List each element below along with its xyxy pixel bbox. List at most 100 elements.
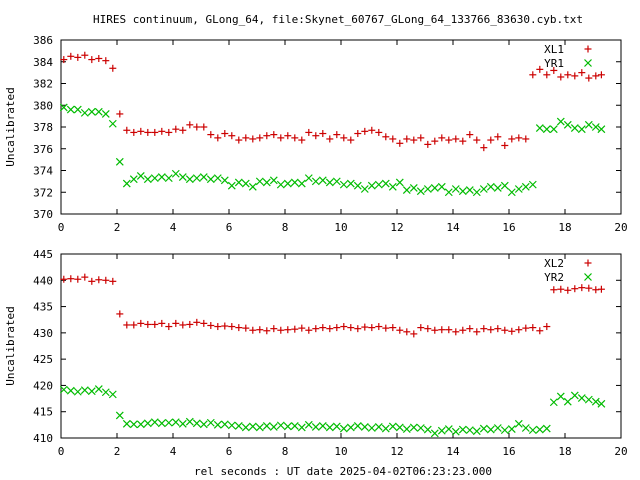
y-tick-label: 372 [33, 186, 53, 199]
data-point [311, 177, 320, 186]
x-tick-label: 20 [614, 445, 627, 458]
data-point [185, 417, 194, 426]
data-point [353, 421, 362, 430]
data-point [227, 181, 236, 190]
data-point [571, 285, 579, 293]
data-point [529, 324, 537, 332]
data-point [283, 179, 292, 188]
data-point [353, 181, 362, 190]
y-tick-label: 410 [33, 432, 53, 445]
data-point [459, 137, 467, 145]
data-point [249, 326, 257, 334]
data-point [395, 178, 404, 187]
data-point [200, 123, 208, 131]
x-tick-label: 10 [334, 445, 347, 458]
data-point [67, 52, 75, 60]
data-point [241, 179, 250, 188]
data-point [262, 178, 271, 187]
data-point [382, 133, 390, 141]
data-point [494, 133, 502, 141]
data-point [228, 323, 236, 331]
data-point [122, 419, 131, 428]
data-point [87, 387, 96, 396]
data-point [276, 421, 285, 430]
data-point [255, 423, 264, 432]
data-point [585, 284, 593, 292]
y-tick-label: 382 [33, 78, 53, 91]
data-point [305, 326, 313, 334]
x-tick-label: 16 [502, 221, 515, 234]
data-point [466, 131, 474, 139]
data-point [74, 53, 82, 61]
data-point [550, 286, 558, 294]
data-point [213, 420, 222, 429]
data-point [164, 418, 173, 427]
data-point [571, 72, 579, 80]
x-tick-label: 2 [114, 221, 121, 234]
data-point [416, 424, 425, 432]
data-point [549, 398, 558, 407]
x-tick-label: 20 [614, 221, 627, 234]
data-point [291, 134, 299, 142]
data-point [367, 424, 376, 432]
data-point [116, 110, 124, 118]
data-point [234, 421, 243, 430]
legend-label: YR2 [544, 271, 564, 284]
data-point [221, 130, 229, 138]
data-point [423, 425, 432, 434]
data-point [528, 426, 537, 435]
y-tick-label: 440 [33, 274, 53, 287]
data-point [360, 185, 369, 193]
data-point [164, 174, 173, 183]
data-point [375, 128, 383, 136]
data-point [424, 140, 432, 148]
data-point [473, 136, 481, 144]
data-point [563, 120, 572, 129]
x-tick-label: 14 [446, 445, 460, 458]
data-point [81, 51, 89, 59]
data-point [403, 135, 411, 143]
data-point [88, 56, 96, 64]
data-point [157, 419, 166, 428]
data-point [185, 175, 194, 184]
data-point [514, 419, 523, 428]
y-tick-label: 425 [33, 353, 53, 366]
data-point [95, 54, 103, 62]
x-tick-label: 12 [390, 221, 403, 234]
data-point [543, 71, 551, 79]
data-point [514, 185, 523, 193]
data-point [319, 130, 327, 138]
data-point [102, 57, 110, 65]
data-point [277, 134, 285, 142]
data-point [549, 125, 558, 134]
data-point [445, 136, 453, 144]
data-point [487, 136, 495, 144]
data-point [304, 420, 313, 429]
data-point [452, 328, 460, 336]
legend-label: YR1 [544, 57, 564, 70]
data-point [297, 179, 306, 188]
data-point [150, 174, 159, 183]
y-axis-label: Uncalibrated [4, 306, 17, 385]
data-point [213, 174, 222, 183]
data-point [403, 328, 411, 336]
data-point [59, 385, 68, 394]
data-point [347, 136, 355, 144]
data-point [248, 422, 257, 431]
data-point [430, 183, 439, 192]
data-point [108, 390, 117, 399]
data-point [535, 124, 544, 133]
data-point [522, 135, 530, 143]
data-point [437, 182, 446, 191]
data-point [248, 182, 257, 191]
data-point [410, 330, 418, 338]
data-point [458, 187, 467, 196]
data-point [122, 179, 131, 188]
data-point [458, 425, 467, 434]
y-tick-label: 435 [33, 301, 53, 314]
data-point [311, 423, 320, 431]
data-point [115, 411, 124, 420]
data-point [60, 275, 68, 283]
data-point [234, 178, 243, 187]
data-point [451, 185, 460, 193]
